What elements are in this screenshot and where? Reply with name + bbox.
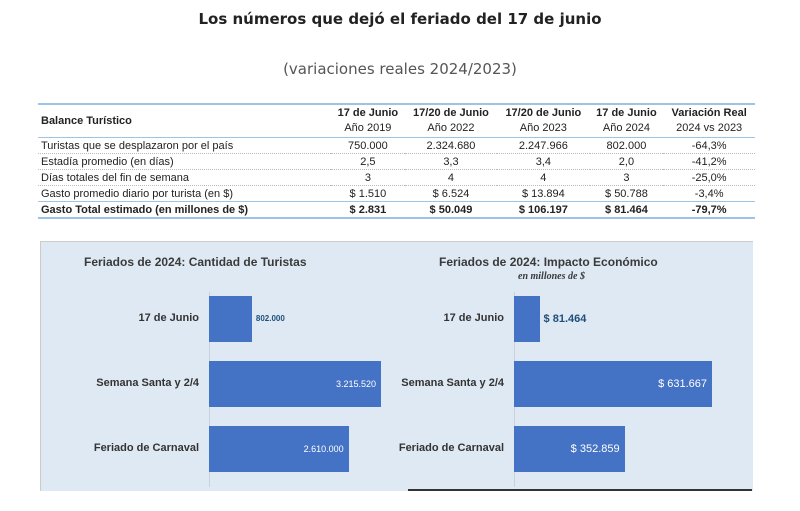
- cell: $ 50.049: [404, 201, 498, 219]
- bar: [209, 296, 252, 342]
- category-label: 17 de Junio: [443, 312, 504, 324]
- cell: $ 50.788: [589, 185, 664, 202]
- page-title: Los números que dejó el feriado del 17 d…: [198, 10, 602, 28]
- cell: 802.000: [589, 137, 664, 154]
- data-label: $ 631.667: [658, 378, 707, 390]
- cell: $ 81.464: [589, 201, 664, 219]
- data-label: $ 352.859: [570, 443, 620, 455]
- row-label: Estadía promedio (en días): [38, 153, 331, 170]
- charts-panel: Feriados de 2024: Cantidad de Turistas F…: [40, 241, 753, 491]
- cell: 4: [404, 169, 498, 186]
- cell: -64,3%: [663, 137, 755, 154]
- cell: 3: [331, 169, 405, 186]
- category-label: Semana Santa y 2/4: [96, 377, 199, 389]
- col-header: 17/20 de Junio Año 2022: [413, 107, 489, 134]
- cell: -41,2%: [663, 153, 755, 170]
- col-header: Variación Real 2024 vs 2023: [671, 107, 747, 134]
- cell: -3,4%: [663, 185, 755, 202]
- cell: 4: [497, 169, 590, 186]
- category-label: Semana Santa y 2/4: [401, 377, 504, 389]
- cell: $ 2.831: [331, 201, 405, 219]
- bar: [514, 426, 625, 472]
- table-header-label: Balance Turístico: [41, 114, 132, 127]
- bar: [514, 361, 712, 407]
- balance-table: Balance Turístico 17 de Junio Año 2019 17…: [38, 103, 755, 219]
- cell: 2.324.680: [404, 137, 498, 154]
- cell: 3,3: [404, 153, 498, 170]
- row-label: Días totales del fin de semana: [38, 169, 331, 186]
- row-label: Gasto Total estimado (en millones de $): [38, 201, 331, 219]
- cell: $ 6.524: [404, 185, 498, 202]
- table-row: Turistas que se desplazaron por el país 7…: [38, 137, 755, 154]
- chart-title-tourists: Feriados de 2024: Cantidad de Turistas: [84, 255, 307, 269]
- cell: 3,4: [497, 153, 590, 170]
- row-label: Gasto promedio diario por turista (en $): [38, 185, 331, 202]
- category-label: 17 de Junio: [138, 312, 199, 324]
- bar: [209, 426, 349, 472]
- cell: 3: [589, 169, 664, 186]
- col-header: 17 de Junio Año 2024: [596, 107, 657, 134]
- cell: $ 1.510: [331, 185, 405, 202]
- divider: [408, 489, 752, 491]
- data-label: 2.610.000: [303, 444, 344, 454]
- col-header: 17/20 de Junio Año 2023: [505, 107, 582, 134]
- page-subtitle: (variaciones reales 2024/2023): [283, 60, 517, 78]
- cell: 750.000: [331, 137, 405, 154]
- data-label: 3.215.520: [335, 379, 376, 389]
- data-label: 802.000: [255, 314, 285, 323]
- chart-title-economic: Feriados de 2024: Impacto Económico: [439, 255, 658, 269]
- total-row: Gasto Total estimado (en millones de $) $…: [38, 201, 755, 219]
- bar: [514, 296, 540, 342]
- cell: 2,5: [331, 153, 405, 170]
- cell: $ 13.894: [497, 185, 590, 202]
- table-row: Estadía promedio (en días) 2,5 3,3 3,4 2,0 -4…: [38, 153, 755, 170]
- cell: -79,7%: [663, 201, 755, 219]
- category-label: Feriado de Carnaval: [93, 442, 199, 454]
- col-header: 17 de Junio Año 2019: [337, 107, 399, 134]
- cell: $ 106.197: [497, 201, 590, 219]
- bar: [209, 361, 381, 407]
- cell: 2.247.966: [497, 137, 590, 154]
- data-label: $ 81.464: [543, 313, 587, 325]
- category-label: Feriado de Carnaval: [398, 442, 504, 454]
- cell: -25,0%: [663, 169, 755, 186]
- table-row: Días totales del fin de semana 3 4 4 3 -25,0%: [38, 169, 755, 186]
- cell: 2,0: [589, 153, 664, 170]
- row-label: Turistas que se desplazaron por el país: [38, 137, 331, 154]
- table-row: Gasto promedio diario por turista (en $)…: [38, 185, 755, 202]
- chart-subtitle-economic: en millones de $: [518, 271, 585, 282]
